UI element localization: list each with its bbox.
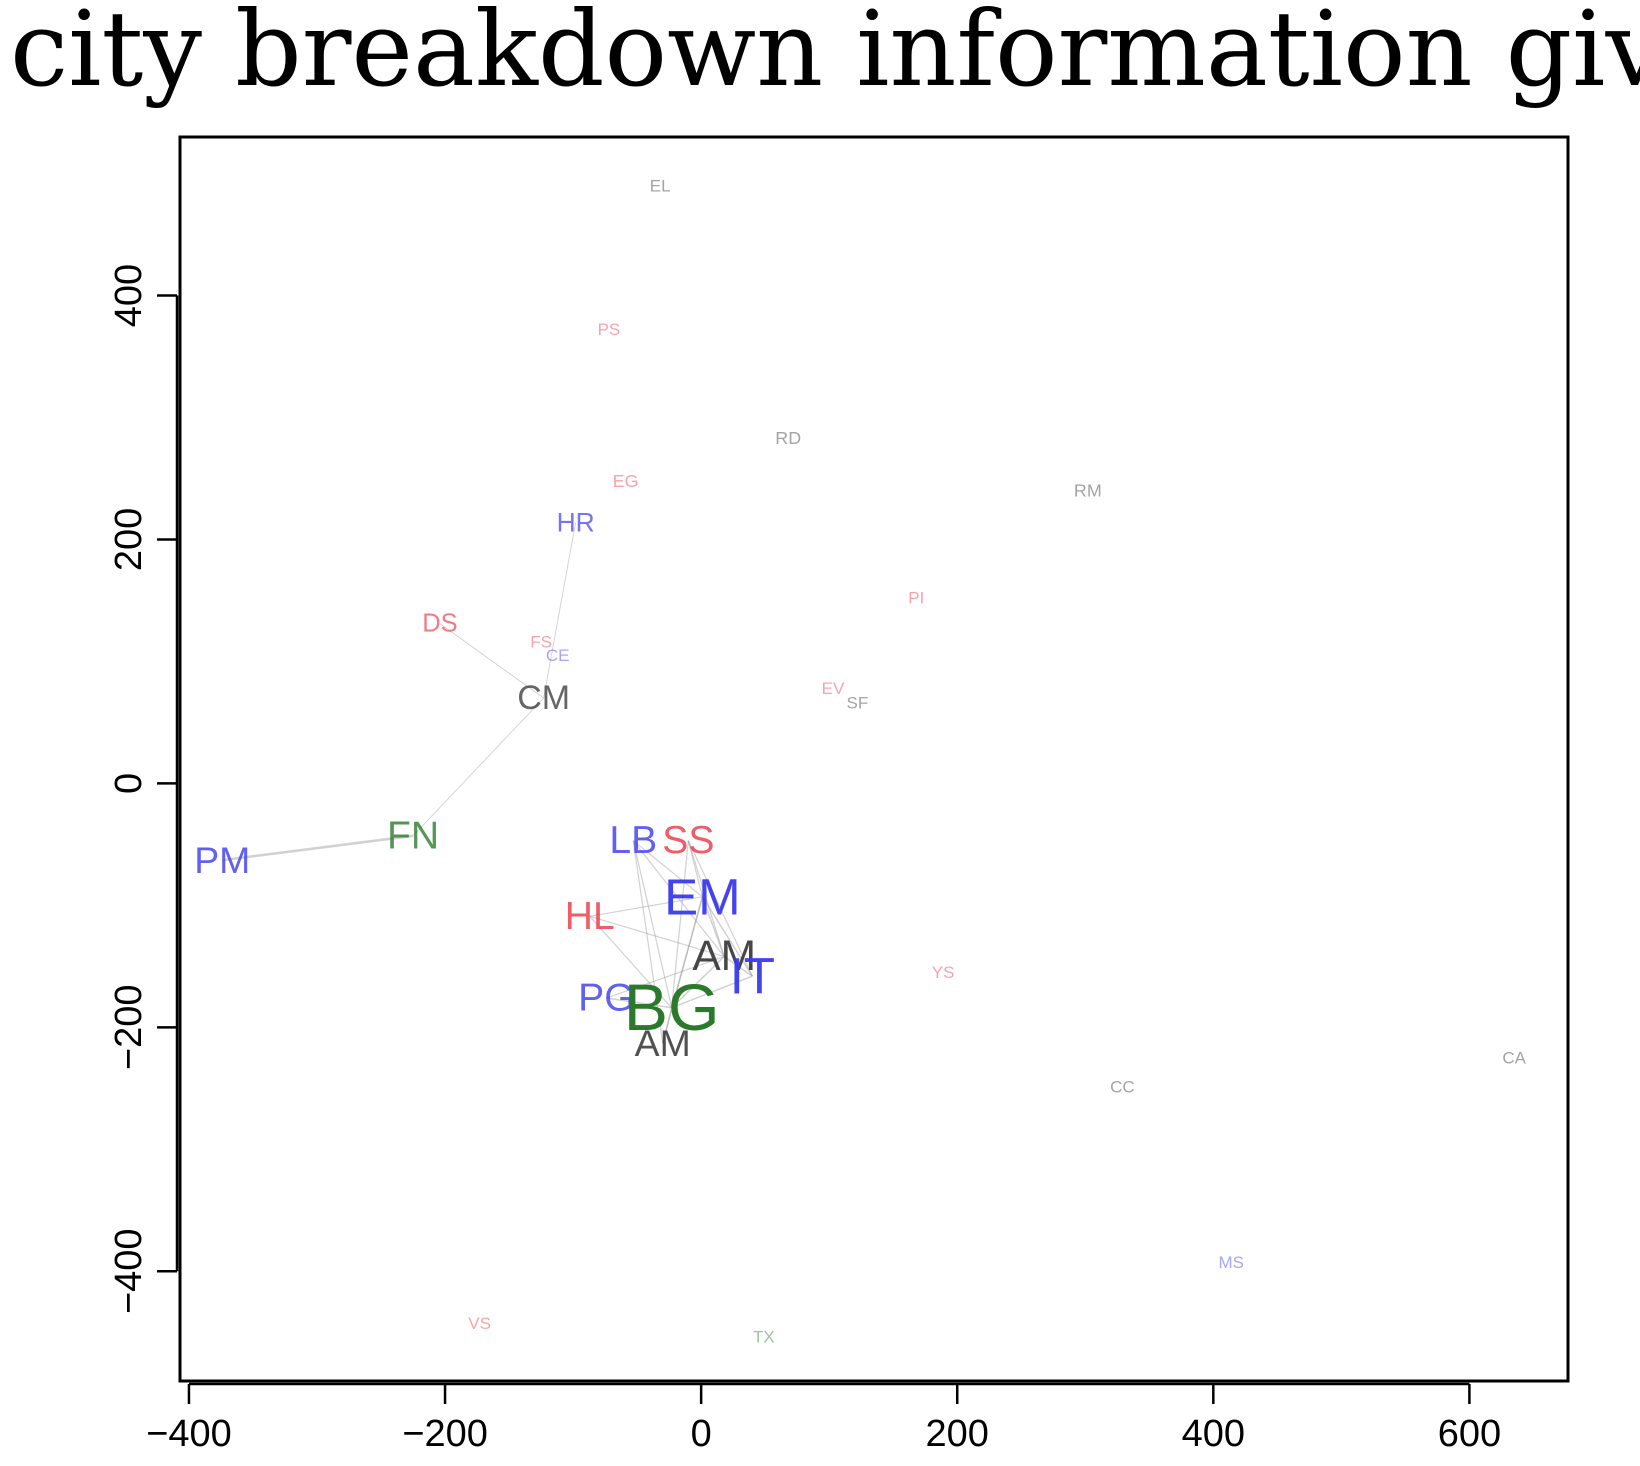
edge-pg-am xyxy=(606,956,725,999)
point-label-am2: AM xyxy=(635,1022,691,1064)
edge-cm-ds xyxy=(439,623,544,699)
x-tick-label: 0 xyxy=(691,1413,712,1455)
point-label-tx: TX xyxy=(753,1328,775,1347)
point-label-rd: RD xyxy=(775,428,801,448)
edge-am-it xyxy=(723,955,753,977)
point-label-pm: PM xyxy=(194,839,250,881)
chart-title: city breakdown information give xyxy=(10,0,1640,110)
edge-fn-cm xyxy=(412,697,544,837)
edge-hl-am xyxy=(589,915,725,958)
y-tick-label: 400 xyxy=(108,264,150,327)
x-tick-label: 600 xyxy=(1438,1413,1501,1455)
point-label-bg: BG xyxy=(624,971,720,1045)
edge-am2-em xyxy=(662,896,703,1044)
point-label-em: EM xyxy=(664,868,741,925)
edge-hl-em xyxy=(589,896,703,917)
edge-ss-bg xyxy=(671,840,689,1008)
point-label-ca: CA xyxy=(1502,1048,1526,1067)
edges-layer xyxy=(222,522,753,1044)
x-tick-label: −400 xyxy=(146,1413,232,1455)
point-label-lb: LB xyxy=(609,819,657,862)
point-label-ys: YS xyxy=(932,963,955,982)
point-label-hr: HR xyxy=(557,507,595,537)
y-tick-label: −400 xyxy=(108,1228,150,1314)
edge-bg-it xyxy=(671,975,753,1009)
point-label-ms: MS xyxy=(1218,1253,1244,1272)
x-tick-label: 400 xyxy=(1182,1413,1245,1455)
point-label-pi: PI xyxy=(908,589,924,608)
edge-lb-bg xyxy=(632,840,673,1008)
point-label-rm: RM xyxy=(1074,481,1102,501)
point-label-ps: PS xyxy=(598,320,621,339)
y-axis: 400 200 0 −200 −400 xyxy=(108,264,179,1314)
point-label-sf: SF xyxy=(846,693,868,712)
x-axis: −400 −200 0 200 400 600 xyxy=(146,1382,1501,1455)
edge-lb-am xyxy=(632,840,725,957)
edge-ss-am xyxy=(687,840,725,957)
edge-lb-em xyxy=(632,840,703,898)
edge-ss-it xyxy=(687,840,753,977)
edge-pg-bg xyxy=(606,997,672,1009)
edge-am-bg xyxy=(671,956,725,1009)
point-label-ds: DS xyxy=(422,610,457,638)
point-label-ev: EV xyxy=(822,679,845,698)
point-label-cc: CC xyxy=(1110,1078,1135,1097)
point-label-pg: PG xyxy=(578,977,634,1020)
edge-lb-am2 xyxy=(632,840,664,1044)
point-label-ce: CE xyxy=(546,646,570,665)
point-label-cm: CM xyxy=(517,679,570,717)
edge-em-bg xyxy=(670,896,704,1009)
point-label-ss: SS xyxy=(662,819,714,862)
point-label-fn: FN xyxy=(387,814,439,857)
point-label-it: IT xyxy=(730,948,775,1005)
point-label-fs: FS xyxy=(530,632,552,651)
edge-cm-hr xyxy=(543,522,577,699)
edge-em-am xyxy=(701,896,725,957)
y-tick-label: 200 xyxy=(108,508,150,571)
y-tick-label: −200 xyxy=(108,985,150,1071)
point-label-hl: HL xyxy=(565,895,615,938)
point-label-eg: EG xyxy=(613,471,639,491)
point-label-el: EL xyxy=(650,176,671,195)
plot-frame xyxy=(178,135,1570,1383)
edge-em-it xyxy=(701,896,753,977)
x-tick-label: 200 xyxy=(926,1413,989,1455)
point-label-vs: VS xyxy=(468,1314,491,1333)
edge-hl-bg xyxy=(589,915,673,1009)
x-tick-label: −200 xyxy=(402,1413,488,1455)
edge-ss-em xyxy=(687,840,704,897)
edge-pm-fn xyxy=(222,834,414,862)
point-label-am: AM xyxy=(692,933,756,980)
y-tick-label: 0 xyxy=(108,773,150,794)
edge-bg-am2 xyxy=(661,1007,673,1044)
